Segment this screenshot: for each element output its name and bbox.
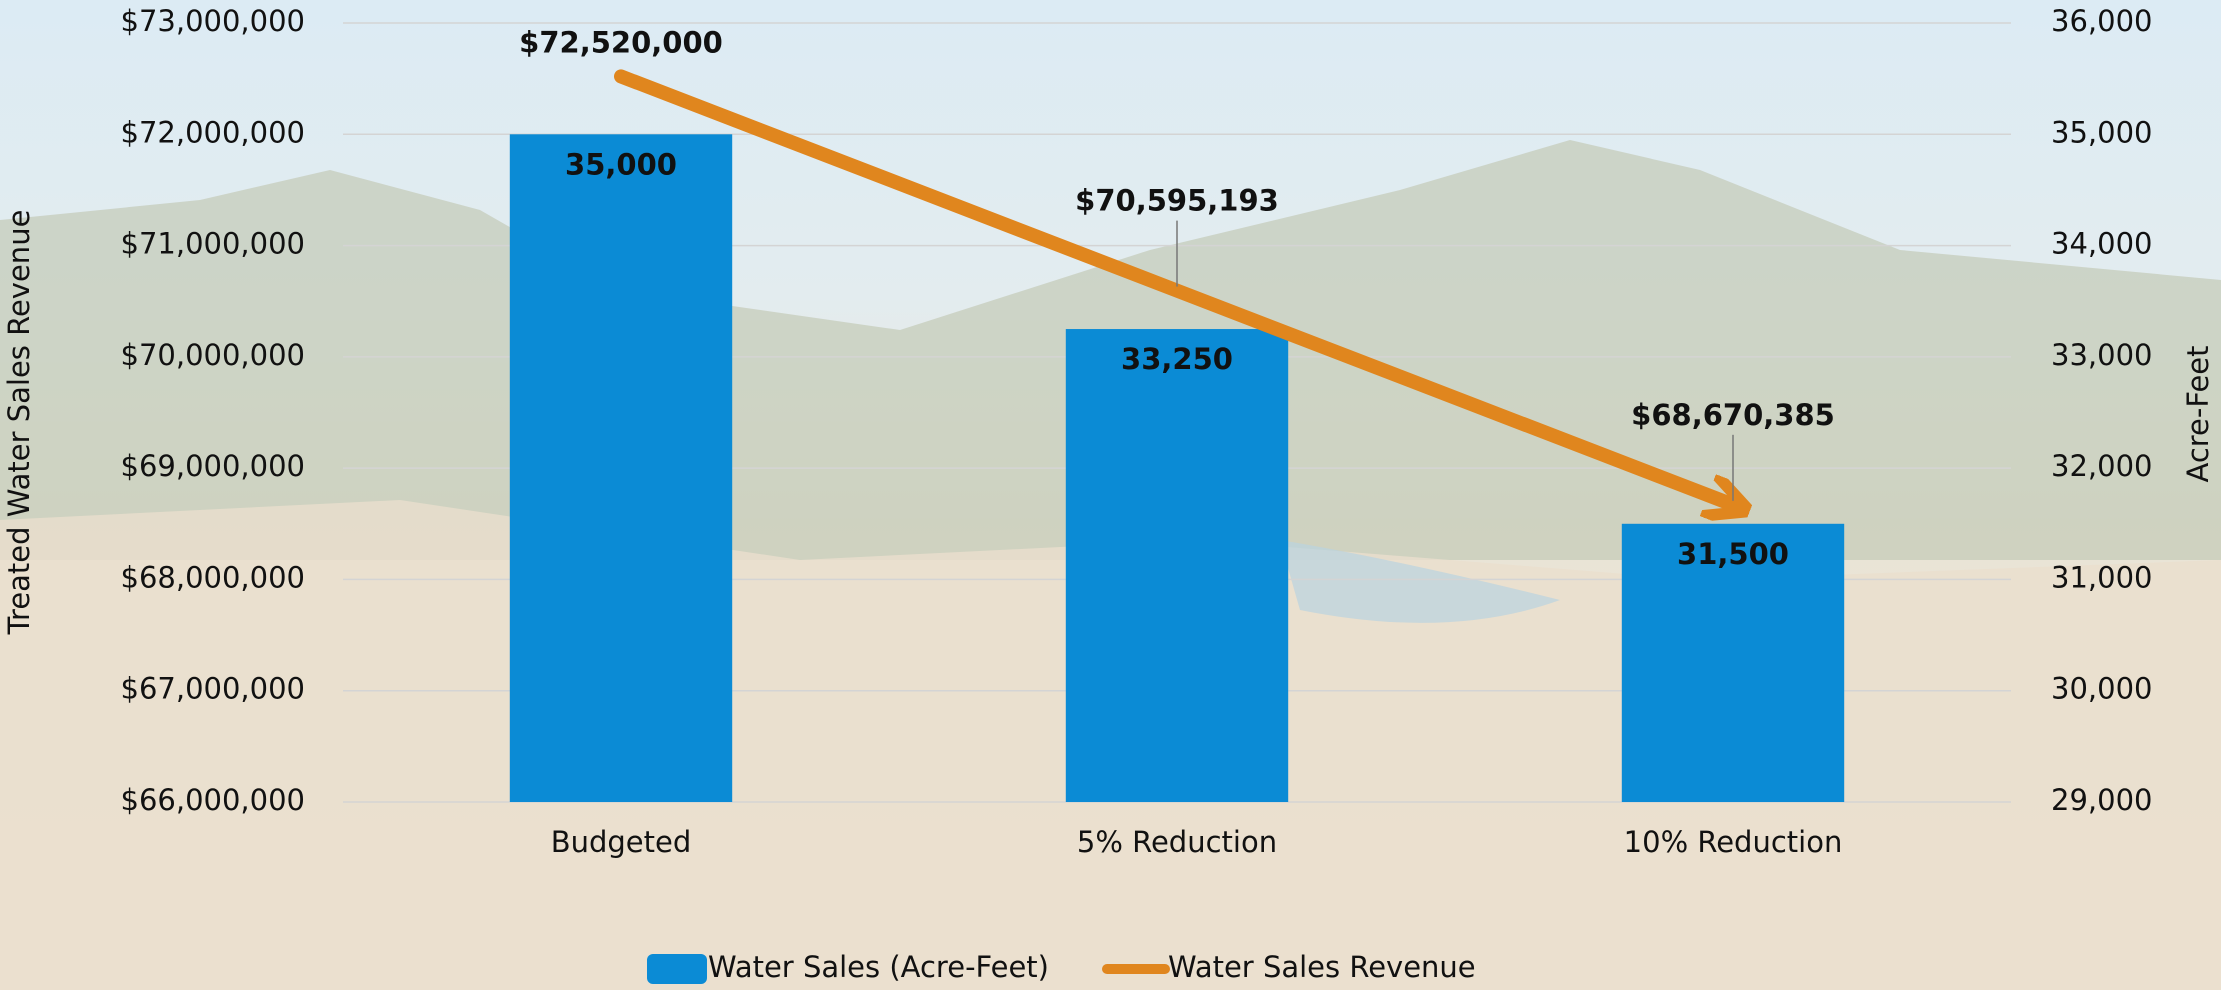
lake bbox=[1280, 540, 1560, 623]
y2-tick-label: 29,000 bbox=[2051, 783, 2152, 817]
y-tick-label: $66,000,000 bbox=[121, 783, 306, 817]
y2-tick-label: 35,000 bbox=[2051, 115, 2152, 149]
y2-tick-label: 31,000 bbox=[2051, 560, 2152, 594]
y-tick-label: $73,000,000 bbox=[121, 4, 306, 38]
bar-value-label: 35,000 bbox=[565, 147, 677, 181]
x-tick-label: 5% Reduction bbox=[1077, 825, 1277, 859]
y-axis-title: Treated Water Sales Revenue bbox=[2, 210, 36, 636]
revenue-line bbox=[614, 69, 1733, 504]
bar bbox=[1621, 523, 1845, 802]
line-value-label: $70,595,193 bbox=[1075, 184, 1279, 218]
y-tick-label: $72,000,000 bbox=[121, 115, 306, 149]
bar-value-label: 33,250 bbox=[1121, 342, 1233, 376]
legend-swatch bbox=[647, 954, 707, 984]
bar bbox=[509, 134, 733, 803]
x-tick-label: Budgeted bbox=[551, 825, 692, 859]
y-tick-label: $70,000,000 bbox=[121, 338, 306, 372]
y-tick-label: $68,000,000 bbox=[121, 560, 306, 594]
x-tick-label: 10% Reduction bbox=[1624, 825, 1843, 859]
legend-label: Water Sales Revenue bbox=[1168, 950, 1476, 984]
y-tick-label: $69,000,000 bbox=[121, 449, 306, 483]
bar-value-label: 31,500 bbox=[1677, 537, 1789, 571]
y2-tick-label: 32,000 bbox=[2051, 449, 2152, 483]
y2-tick-label: 30,000 bbox=[2051, 672, 2152, 706]
line-value-label: $72,520,000 bbox=[519, 25, 723, 59]
y2-tick-label: 33,000 bbox=[2051, 338, 2152, 372]
y-tick-label: $67,000,000 bbox=[121, 672, 306, 706]
y2-tick-label: 36,000 bbox=[2051, 4, 2152, 38]
y-tick-label: $71,000,000 bbox=[121, 227, 306, 261]
y2-axis-title: Acre-Feet bbox=[2181, 345, 2215, 482]
y2-tick-label: 34,000 bbox=[2051, 227, 2152, 261]
bar bbox=[1065, 329, 1289, 802]
line-value-label: $68,670,385 bbox=[1631, 398, 1835, 432]
legend-label: Water Sales (Acre-Feet) bbox=[708, 950, 1049, 984]
